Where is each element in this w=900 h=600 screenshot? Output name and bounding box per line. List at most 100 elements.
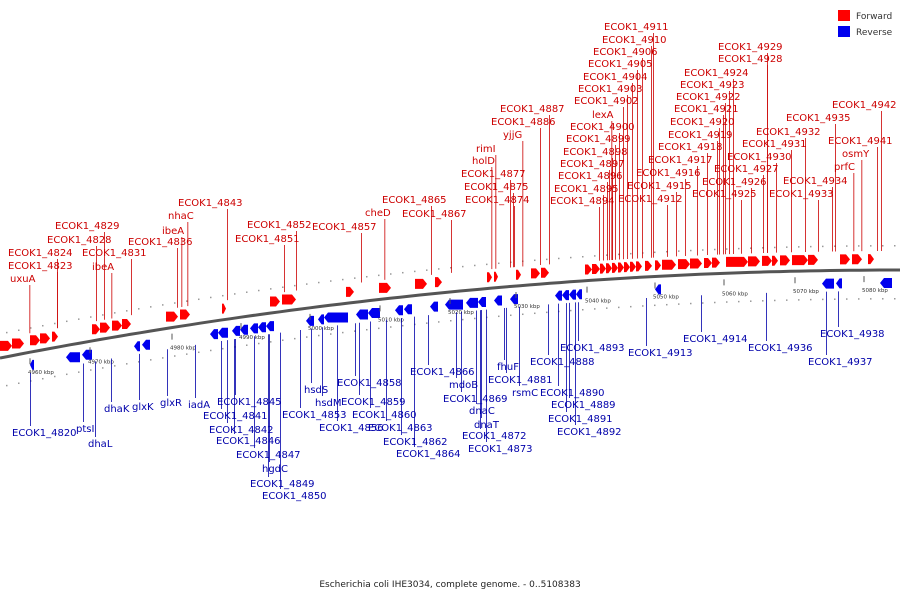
axis-tick-label: 4970 kbp: [88, 359, 114, 365]
forward-gene-arrow: [180, 309, 190, 320]
reverse-track-dot: [666, 303, 668, 306]
reverse-gene-label: ECOK1_4853: [282, 410, 347, 421]
reverse-track-dot: [318, 334, 320, 337]
reverse-track-dot: [714, 301, 716, 304]
reverse-gene-arrow: [555, 290, 562, 301]
axis-tick-label: 4960 kbp: [28, 370, 54, 376]
reverse-track-dot: [78, 371, 80, 373]
reverse-track-dot: [534, 312, 536, 315]
forward-gene-label: yjjG: [503, 130, 522, 141]
forward-track-dot: [198, 298, 200, 301]
axis-tick-label: 5050 kbp: [653, 295, 679, 301]
reverse-track-dot: [6, 384, 8, 387]
forward-track-dot: [726, 248, 728, 250]
forward-track-dot: [378, 274, 380, 277]
forward-gene-arrow: [662, 259, 676, 270]
reverse-track-dot: [90, 369, 92, 371]
reverse-track-dot: [738, 300, 740, 303]
reverse-track-dot: [618, 306, 620, 309]
forward-track-dot: [462, 265, 464, 268]
forward-track-dot: [630, 252, 632, 255]
legend: Forward Reverse: [838, 10, 893, 38]
forward-track-dot: [114, 312, 116, 314]
forward-gene-arrow: [808, 254, 818, 265]
forward-gene-arrow: [487, 272, 492, 283]
track-dots-layer: [6, 245, 896, 387]
forward-gene-arrow: [636, 261, 642, 272]
reverse-track-dot: [342, 331, 344, 334]
reverse-track-dot: [66, 373, 68, 376]
reverse-track-dot: [510, 314, 512, 317]
forward-gene-label: ECOK1_4897: [560, 159, 625, 170]
forward-track-dot: [138, 308, 140, 310]
reverse-track-dot: [18, 382, 20, 385]
forward-track-dot: [174, 302, 176, 304]
reverse-gene-label: ECOK1_4847: [236, 450, 301, 461]
reverse-gene-label: ECOK1_4856: [319, 423, 384, 434]
forward-gene-label: ECOK1_4928: [718, 54, 783, 65]
forward-track-dot: [786, 246, 788, 248]
reverse-gene-label: glxR: [160, 398, 182, 409]
forward-gene-label: ECOK1_4903: [578, 84, 643, 95]
forward-gene-label: ECOK1_4912: [618, 194, 683, 205]
forward-gene-label: ECOK1_4927: [714, 164, 779, 175]
forward-track-dot: [498, 262, 500, 265]
forward-gene-arrow: [712, 257, 720, 268]
forward-gene-arrow: [624, 262, 630, 273]
forward-track-dot: [18, 329, 20, 332]
forward-track-dot: [558, 257, 560, 260]
forward-gene-label: ECOK1_4829: [55, 221, 120, 232]
reverse-gene-label: ECOK1_4866: [410, 367, 475, 378]
forward-gene-label: ECOK1_4922: [676, 92, 741, 103]
reverse-track-dot: [162, 357, 164, 359]
reverse-gene-label: ECOK1_4913: [628, 348, 693, 359]
reverse-gene-label: ECOK1_4889: [551, 400, 616, 411]
forward-track-dot: [102, 314, 104, 316]
forward-track-dot: [702, 249, 704, 251]
reverse-track-dot: [762, 300, 764, 302]
forward-gene-label: ECOK1_4877: [461, 169, 526, 180]
reverse-track-dot: [378, 327, 380, 330]
forward-gene-label: ECOK1_4843: [178, 198, 243, 209]
reverse-gene-label: ECOK1_4872: [462, 431, 527, 442]
reverse-gene-arrow: [30, 359, 34, 370]
gene-labels-layer: uxuA ECOK1_4823 ECOK1_4824 ECOK1_4828 ECOK1_…: [8, 22, 897, 502]
reverse-gene-arrow: [266, 321, 274, 332]
forward-track-dot: [354, 277, 356, 279]
reverse-gene-label: ECOK1_4862: [383, 437, 448, 448]
reverse-track-dot: [402, 324, 404, 327]
forward-track-dot: [846, 245, 848, 247]
forward-gene-label: ECOK1_4911: [604, 22, 669, 33]
reverse-gene-arrow: [822, 278, 834, 289]
reverse-track-dot: [450, 320, 452, 322]
forward-gene-arrow: [868, 254, 874, 265]
forward-gene-label: ECOK1_4902: [574, 96, 639, 107]
reverse-gene-label: ECOK1_4846: [216, 436, 281, 447]
forward-track-dot: [870, 245, 872, 247]
forward-gene-arrow: [435, 277, 442, 288]
reverse-track-dot: [726, 301, 728, 303]
reverse-gene-arrow: [836, 278, 842, 289]
forward-track-dot: [834, 245, 836, 247]
forward-track-dot: [714, 248, 716, 251]
forward-gene-arrow: [600, 263, 606, 274]
reverse-track-dot: [54, 375, 56, 378]
backbone-line: [0, 268, 900, 360]
forward-track-dot: [570, 256, 572, 259]
forward-gene-label: ECOK1_4935: [786, 113, 851, 124]
reverse-track-dot: [846, 298, 848, 300]
reverse-track-dot: [258, 342, 260, 345]
reverse-gene-label: ECOK1_4859: [341, 397, 406, 408]
forward-track-dot: [66, 320, 68, 323]
reverse-gene-label: ECOK1_4888: [530, 357, 595, 368]
reverse-gene-arrow: [258, 322, 266, 333]
reverse-gene-label: glxK: [132, 402, 154, 413]
reverse-gene-label: ECOK1_4873: [468, 444, 533, 455]
forward-gene-arrow: [585, 264, 592, 275]
forward-track-dot: [282, 286, 284, 288]
forward-gene-arrow: [379, 282, 391, 293]
reverse-track-dot: [306, 336, 308, 338]
forward-gene-label: ECOK1_4923: [680, 80, 745, 91]
forward-track-dot: [414, 270, 416, 273]
label-leaders-layer: [29, 33, 882, 489]
